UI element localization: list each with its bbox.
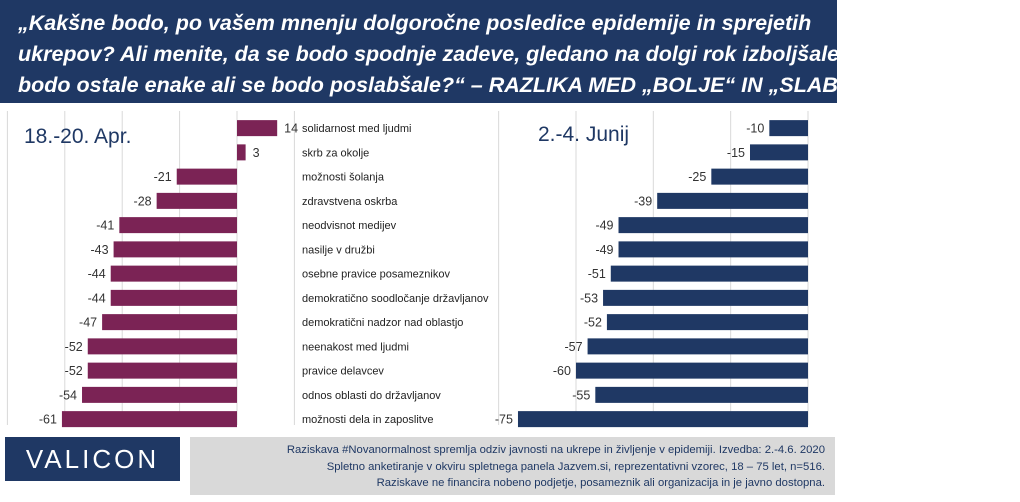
june-value-label: -10 <box>746 122 764 136</box>
april-bar <box>156 192 237 209</box>
footer-note: Raziskava #Novanormalnost spremlja odziv… <box>190 437 835 495</box>
june-value-label: -15 <box>727 146 745 160</box>
category-label: neenakost med ljudmi <box>302 341 409 353</box>
june-value-label: -49 <box>595 219 613 233</box>
june-value-label: -51 <box>588 267 606 281</box>
april-panel: 14 solidarnost med ljudmi 3 skrb za okolje -… <box>6 111 489 428</box>
april-value-label: -28 <box>134 194 152 208</box>
june-bar <box>618 241 808 258</box>
june-bar <box>606 314 808 331</box>
april-value-label: -41 <box>96 219 114 233</box>
april-value-label: -43 <box>91 243 109 257</box>
category-label: neodvisnot medijev <box>302 220 397 232</box>
april-bar <box>110 289 237 306</box>
april-value-label: -47 <box>79 316 97 330</box>
april-value-label: -61 <box>39 413 57 427</box>
june-panel: -10-15 -25 -39 -49 -49 -51 -53 -52-57 -60-55 -75 <box>495 111 809 428</box>
april-bar <box>237 144 246 161</box>
april-value-label: -52 <box>65 364 83 378</box>
april-value-label: 3 <box>253 146 260 160</box>
footer-line-3: Raziskave ne financira nobeno podjetje, … <box>376 477 825 489</box>
april-value-label: -21 <box>154 170 172 184</box>
june-bar <box>657 192 808 209</box>
april-value-label: -52 <box>65 340 83 354</box>
april-bar <box>87 362 237 379</box>
april-panel-title: 18.-20. Apr. <box>24 125 131 148</box>
june-value-label: -57 <box>565 340 583 354</box>
june-value-label: -53 <box>580 291 598 305</box>
june-bar <box>711 168 808 185</box>
category-label: demokratično soodločanje državljanov <box>302 293 489 305</box>
june-bar <box>575 362 808 379</box>
april-bar <box>61 411 238 428</box>
june-value-label: -49 <box>595 243 613 257</box>
june-bar <box>618 217 808 234</box>
category-label: osebne pravice posameznikov <box>302 269 450 281</box>
category-label: nasilje v družbi <box>302 244 375 256</box>
april-bar <box>87 338 237 355</box>
comparison-bar-chart: 14 solidarnost med ljudmi 3 skrb za okolje -… <box>6 111 809 428</box>
title-line-3: bodo ostale enake ali se bodo poslabšale… <box>18 73 878 97</box>
april-bar <box>110 265 237 282</box>
footer-line-2: Spletno anketiranje v okviru spletnega p… <box>326 460 825 473</box>
june-bar <box>587 338 808 355</box>
category-label: solidarnost med ljudmi <box>302 123 411 135</box>
category-label: možnosti dela in zaposlitve <box>302 414 433 426</box>
category-label: skrb za okolje <box>302 147 369 159</box>
title-line-1: „Kakšne bodo, po vašem mnenju dolgoročne… <box>18 11 812 35</box>
chart-title-box: „Kakšne bodo, po vašem mnenju dolgoročne… <box>0 0 878 103</box>
june-bar <box>749 144 808 161</box>
april-bar <box>237 120 278 137</box>
june-value-label: -60 <box>553 364 571 378</box>
category-label: zdravstvena oskrba <box>302 196 398 208</box>
category-label: možnosti šolanja <box>302 172 385 184</box>
april-bar <box>102 314 237 331</box>
april-value-label: 14 <box>284 122 298 136</box>
april-value-label: -44 <box>88 291 106 305</box>
april-bar <box>113 241 237 258</box>
june-bar <box>595 386 808 403</box>
april-value-label: -54 <box>59 388 77 402</box>
june-value-label: -25 <box>688 170 706 184</box>
june-value-label: -55 <box>572 388 590 402</box>
june-panel-title: 2.-4. Junij <box>538 123 629 146</box>
april-bar <box>176 168 237 185</box>
april-bar <box>119 217 237 234</box>
category-label: odnos oblasti do državljanov <box>302 390 441 402</box>
june-value-label: -52 <box>584 316 602 330</box>
title-line-2: ukrepov? Ali menite, da se bodo spodnje … <box>18 42 846 66</box>
april-value-label: -44 <box>88 267 106 281</box>
june-bar <box>610 265 808 282</box>
april-bar <box>82 386 238 403</box>
june-bar <box>769 120 808 137</box>
footer-line-1: Raziskava #Novanormalnost spremlja odziv… <box>286 444 825 456</box>
june-bar <box>603 289 808 306</box>
category-label: demokratični nadzor nad oblastjo <box>302 317 463 329</box>
category-label: pravice delavcev <box>302 366 384 378</box>
valicon-logo: VALICON <box>5 437 180 481</box>
june-value-label: -75 <box>495 413 513 427</box>
june-value-label: -39 <box>634 194 652 208</box>
june-bar <box>517 411 808 428</box>
